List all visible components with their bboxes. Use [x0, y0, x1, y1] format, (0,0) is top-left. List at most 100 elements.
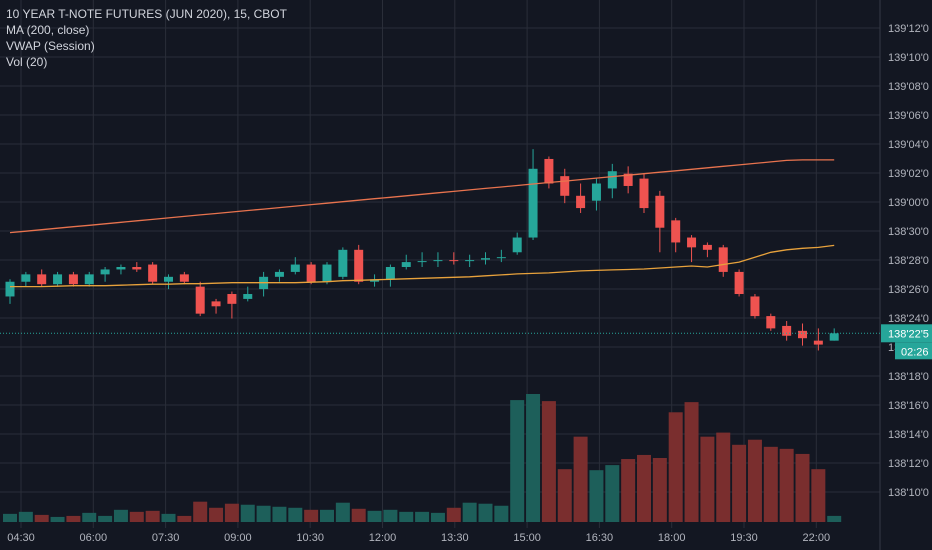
time-axis[interactable]: 04:30 06:00 07:30 09:00 10:30 12:00 13:30 15:00…: [7, 532, 830, 544]
price-tick-label: 138'10'0: [888, 487, 929, 499]
candle-body: [274, 271, 284, 277]
candle-body: [37, 274, 47, 285]
volume-bar: [288, 507, 303, 522]
candle-body: [179, 274, 189, 282]
candle-body: [512, 237, 522, 253]
candle-body: [639, 178, 649, 209]
volume-bar: [193, 501, 208, 522]
candle-body: [195, 286, 205, 314]
volume-bar: [462, 502, 477, 522]
volume-bar: [637, 454, 651, 522]
volume-bar: [478, 503, 493, 522]
chart-legend: 10 YEAR T-NOTE FUTURES (JUN 2020), 15, C…: [6, 6, 287, 70]
candle-body: [53, 274, 63, 285]
price-tick-label: 138'16'0: [888, 400, 929, 412]
volume-bar: [304, 509, 319, 522]
last-price-tag: [881, 324, 932, 343]
time-tick-label: 16:30: [586, 532, 614, 544]
candle-body: [100, 269, 110, 275]
candle-body: [21, 274, 31, 282]
time-tick-label: 09:00: [224, 532, 252, 544]
candle-body: [449, 260, 459, 262]
price-tick-label: 139'12'0: [888, 23, 929, 35]
time-tick-label: 12:00: [369, 532, 397, 544]
time-tick-label: 19:30: [730, 532, 758, 544]
volume-bar: [209, 507, 224, 522]
candle-body: [417, 261, 427, 263]
volume-bar: [430, 512, 445, 522]
volume-bar: [668, 412, 683, 522]
candle-body: [322, 264, 332, 282]
time-tick-label: 18:00: [658, 532, 686, 544]
volume-bar: [557, 469, 572, 522]
price-tick-label: 138'28'0: [888, 255, 929, 267]
candle-body: [766, 316, 776, 329]
indicator-ma-label[interactable]: MA (200, close): [6, 23, 90, 37]
candle-body: [607, 171, 617, 189]
candle-body: [496, 257, 506, 259]
volume-bar: [240, 504, 255, 522]
volume-bar: [256, 505, 271, 522]
volume-bar: [34, 514, 49, 522]
candle-body: [68, 274, 78, 285]
candle-body: [116, 267, 126, 270]
candle-body: [211, 301, 221, 307]
candle-body: [354, 249, 364, 282]
volume-bar: [700, 436, 715, 522]
volume-bar: [763, 446, 778, 522]
price-tick-label: 139'00'0: [888, 197, 929, 209]
volume-bar: [272, 506, 287, 522]
candle-body: [671, 220, 681, 243]
price-tick-label: 138'30'0: [888, 226, 929, 238]
volume-bar: [795, 453, 810, 522]
time-tick-label: 07:30: [152, 532, 180, 544]
candle-body: [623, 173, 633, 186]
volume-bar: [779, 448, 794, 522]
candle-body: [576, 195, 586, 209]
volume-bar: [383, 509, 398, 522]
candle-body: [798, 330, 807, 339]
price-tick-label: 139'06'0: [888, 110, 929, 122]
indicator-vwap-label[interactable]: VWAP (Session): [6, 39, 95, 53]
volume-bar: [335, 502, 350, 522]
candle-body: [465, 260, 475, 262]
candle-body: [544, 158, 554, 184]
countdown-label: 02:26: [901, 346, 929, 358]
price-tick-label: 139'10'0: [888, 52, 929, 64]
volume-bar: [589, 470, 604, 522]
candle-body: [290, 264, 300, 272]
time-tick-label: 06:00: [80, 532, 108, 544]
candle-body: [782, 325, 792, 336]
candle-body: [433, 260, 443, 262]
volume-bar: [747, 439, 762, 522]
candle-body: [560, 176, 570, 196]
indicator-lines: [9, 159, 835, 288]
indicator-vol-label[interactable]: Vol (20): [6, 55, 48, 69]
volume-bar: [129, 511, 144, 522]
last-price-label: 138'22'5: [888, 328, 929, 340]
volume-bar: [684, 402, 699, 522]
volume-bar: [98, 515, 113, 522]
candle-body: [338, 249, 348, 277]
volume-bar: [224, 503, 239, 522]
volume-bar: [605, 465, 620, 522]
candle-body: [750, 296, 760, 317]
candle-body: [813, 340, 823, 345]
time-tick-label: 13:30: [441, 532, 469, 544]
price-tick-label: 138'14'0: [888, 429, 929, 441]
price-tick-label: 139'04'0: [888, 139, 929, 151]
price-axis[interactable]: 139'12'0 139'10'0 139'08'0 139'06'0 139'04'0…: [888, 23, 929, 499]
candle-body: [84, 274, 94, 285]
chart-grid: [0, 0, 881, 550]
candle-body: [164, 276, 173, 282]
symbol-title[interactable]: 10 YEAR T-NOTE FUTURES (JUN 2020), 15, C…: [6, 7, 287, 21]
volume-bar: [3, 513, 17, 522]
volume-bar: [652, 458, 667, 522]
candle-body: [227, 294, 237, 304]
volume-bar: [145, 510, 160, 522]
volume-bar: [811, 469, 826, 522]
candle-body: [528, 168, 538, 238]
volume-bar: [541, 401, 556, 522]
candle-body: [5, 281, 15, 297]
